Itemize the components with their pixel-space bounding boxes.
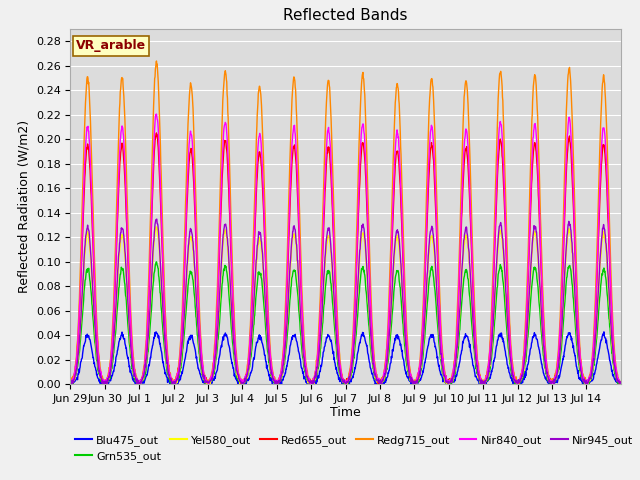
Red655_out <box>377 381 385 387</box>
Blu475_out <box>67 379 74 384</box>
Blu475_out <box>68 381 76 387</box>
Red655_out <box>67 379 74 384</box>
Nir840_out <box>332 280 339 286</box>
Line: Yel580_out: Yel580_out <box>70 227 621 384</box>
Line: Grn535_out: Grn535_out <box>70 262 621 384</box>
Nir840_out <box>611 350 618 356</box>
Yel580_out <box>152 224 160 230</box>
Grn535_out <box>476 379 483 384</box>
Grn535_out <box>321 290 329 296</box>
Legend: Blu475_out, Grn535_out, Yel580_out, Red655_out, Redg715_out, Nir840_out, Nir945_: Blu475_out, Grn535_out, Yel580_out, Red6… <box>70 430 637 467</box>
Yel580_out <box>617 379 625 384</box>
Red655_out <box>152 130 160 136</box>
Blu475_out <box>617 381 625 387</box>
Yel580_out <box>67 381 74 387</box>
Nir840_out <box>411 381 419 387</box>
Redg715_out <box>611 347 618 352</box>
Nir945_out <box>610 361 618 367</box>
Grn535_out <box>617 380 625 386</box>
Grn535_out <box>332 334 339 340</box>
Nir840_out <box>617 381 625 387</box>
Blu475_out <box>321 340 329 346</box>
Redg715_out <box>152 58 160 64</box>
Nir840_out <box>476 376 484 382</box>
Redg715_out <box>617 381 625 387</box>
Redg715_out <box>136 381 144 387</box>
Blu475_out <box>557 368 564 374</box>
Redg715_out <box>476 374 484 380</box>
Red655_out <box>611 351 618 357</box>
Line: Nir840_out: Nir840_out <box>70 114 621 384</box>
Red655_out <box>321 189 329 195</box>
Yel580_out <box>332 324 339 329</box>
Redg715_out <box>67 380 74 385</box>
Line: Red655_out: Red655_out <box>70 133 621 384</box>
Red655_out <box>332 286 339 292</box>
Blu475_out <box>476 378 484 384</box>
Blu475_out <box>152 329 160 335</box>
Red655_out <box>617 381 625 386</box>
Nir945_out <box>321 255 329 261</box>
Grn535_out <box>67 381 74 387</box>
Line: Blu475_out: Blu475_out <box>70 332 621 384</box>
Blu475_out <box>154 330 161 336</box>
Redg715_out <box>557 304 564 310</box>
Redg715_out <box>332 273 340 278</box>
Red655_out <box>476 372 484 378</box>
Line: Redg715_out: Redg715_out <box>70 61 621 384</box>
Nir945_out <box>556 347 564 353</box>
Grn535_out <box>610 367 618 373</box>
Nir840_out <box>152 111 160 117</box>
Title: Reflected Bands: Reflected Bands <box>284 9 408 24</box>
Blu475_out <box>611 376 618 382</box>
Grn535_out <box>153 260 161 266</box>
Nir945_out <box>67 381 74 387</box>
Red655_out <box>557 321 564 326</box>
X-axis label: Time: Time <box>330 407 361 420</box>
Yel580_out <box>610 362 618 368</box>
Nir945_out <box>617 381 625 386</box>
Blu475_out <box>332 365 340 371</box>
Yel580_out <box>476 376 483 382</box>
Yel580_out <box>321 264 329 270</box>
Line: Nir945_out: Nir945_out <box>70 219 621 384</box>
Grn535_out <box>152 259 160 264</box>
Nir945_out <box>153 216 161 222</box>
Grn535_out <box>556 356 564 361</box>
Nir840_out <box>67 380 74 386</box>
Yel580_out <box>556 348 564 354</box>
Redg715_out <box>154 61 161 67</box>
Y-axis label: Reflected Radiation (W/m2): Reflected Radiation (W/m2) <box>17 120 30 293</box>
Nir945_out <box>332 317 339 323</box>
Red655_out <box>153 134 161 140</box>
Nir945_out <box>476 377 483 383</box>
Nir840_out <box>153 114 161 120</box>
Text: VR_arable: VR_arable <box>76 39 146 52</box>
Nir840_out <box>557 317 564 323</box>
Yel580_out <box>153 225 161 230</box>
Redg715_out <box>321 125 329 131</box>
Nir945_out <box>152 216 160 222</box>
Nir840_out <box>321 178 329 183</box>
